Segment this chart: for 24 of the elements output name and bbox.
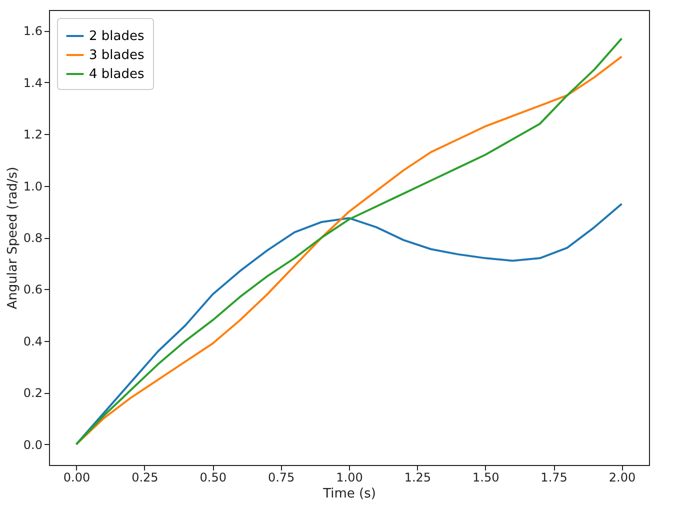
- x-tick-label: 0.00: [63, 470, 90, 484]
- legend-label: 4 blades: [89, 67, 144, 82]
- y-tick-label: 1.6: [23, 24, 42, 38]
- x-tick-label: 1.75: [540, 470, 568, 484]
- y-tick-label: 0.4: [23, 334, 42, 348]
- x-tick-label: 0.25: [132, 470, 158, 484]
- x-tick-label: 0.50: [200, 470, 226, 484]
- x-tick-label: 1.25: [404, 470, 432, 484]
- x-tick-label: 0.75: [268, 470, 295, 484]
- x-tick-label: 1.00: [336, 470, 363, 484]
- legend-label: 3 blades: [89, 48, 144, 63]
- y-tick-label: 0.8: [23, 231, 42, 245]
- y-tick-label: 1.2: [23, 128, 42, 142]
- x-tick-label: 1.50: [472, 470, 500, 484]
- legend-label: 2 blades: [89, 29, 144, 44]
- y-tick-label: 0.6: [23, 282, 42, 297]
- x-tick-label: 2.00: [608, 470, 636, 484]
- y-axis-title: Angular Speed (rad/s): [5, 166, 20, 310]
- line-series: [75, 202, 623, 446]
- y-tick-label: 1.4: [23, 76, 42, 90]
- y-tick-label: 0.0: [23, 438, 42, 452]
- x-axis-title: Time (s): [322, 486, 376, 502]
- y-tick-label: 1.0: [23, 179, 42, 194]
- y-tick-label: 0.2: [23, 386, 42, 400]
